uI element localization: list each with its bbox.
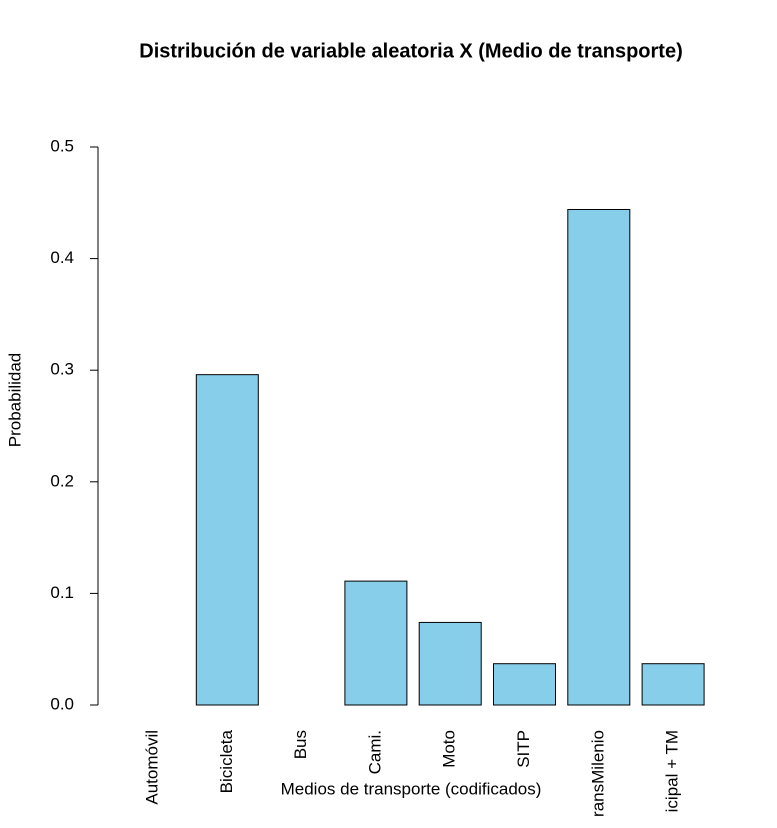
x-tick-label: Cami.	[365, 730, 384, 774]
y-tick-label: 0.0	[50, 694, 74, 713]
bar	[493, 663, 556, 706]
x-tick-label: Moto	[440, 730, 459, 768]
y-tick-label: 0.1	[50, 583, 74, 602]
bar	[344, 580, 408, 706]
y-tick-label: 0.2	[50, 471, 74, 490]
x-tick-label: Bicicleta	[217, 729, 236, 793]
bar	[195, 374, 259, 706]
bar	[641, 663, 705, 706]
x-tick-label: icipal + TM	[663, 730, 682, 812]
x-tick-label: SITP	[514, 730, 533, 768]
x-tick-label: Bus	[291, 730, 310, 759]
x-tick-label: ransMilenio	[588, 730, 607, 817]
y-tick-label: 0.4	[50, 248, 74, 267]
bar	[567, 208, 631, 706]
x-axis-label: Medios de transporte (codificados)	[281, 779, 542, 798]
x-tick-label: Automóvil	[142, 730, 161, 805]
bar	[418, 621, 482, 706]
chart-title: Distribución de variable aleatoria X (Me…	[139, 40, 682, 62]
y-tick-label: 0.3	[50, 360, 74, 379]
y-axis-label: Probabilidad	[5, 353, 24, 448]
y-tick-label: 0.5	[50, 136, 74, 155]
